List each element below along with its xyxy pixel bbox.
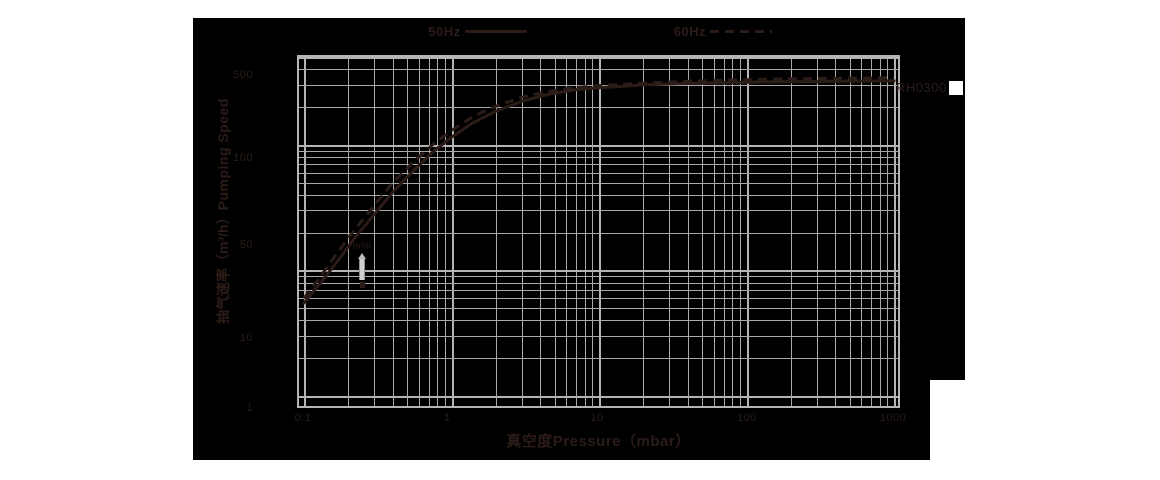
grid-vline <box>428 55 430 408</box>
grid-vline <box>669 55 671 408</box>
grid-hline <box>297 270 900 273</box>
grid-vline <box>576 55 578 408</box>
y-tick-10: 10 <box>239 332 253 344</box>
grid-hline <box>297 289 900 291</box>
grid-hline <box>297 308 900 310</box>
grid-vline <box>304 55 306 408</box>
grid-hline <box>297 182 900 184</box>
grid-vline <box>451 55 454 408</box>
y-axis-title: 抽气速率（m³/h）Pumping Speed <box>213 51 233 371</box>
model-name: RH0300 <box>896 80 947 95</box>
grid-hline <box>297 150 900 152</box>
grid-lines <box>297 55 900 408</box>
y-axis-title-en: Pumping Speed <box>215 98 231 211</box>
pump-performance-chart: 50Hz 60Hz m³/h 500 100 50 10 1 0.1 1 10 … <box>193 18 965 460</box>
curve-60hz <box>302 76 895 300</box>
x-tick-100: 100 <box>737 412 757 424</box>
grid-vline <box>687 55 689 408</box>
y-tick-500: 500 <box>233 69 253 81</box>
grid-vline <box>702 55 704 408</box>
y-tick-100: 100 <box>233 152 253 164</box>
plot-area: m³/h <box>297 55 900 408</box>
x-tick-0.1: 0.1 <box>294 412 312 424</box>
grid-hline <box>297 396 900 398</box>
grid-hline <box>297 336 900 338</box>
legend-item-60hz[interactable]: 60Hz <box>673 24 773 39</box>
grid-vline <box>732 55 734 408</box>
grid-vline <box>835 55 837 408</box>
grid-hline <box>297 172 900 174</box>
grid-vline <box>407 55 409 408</box>
grid-vline <box>861 55 863 408</box>
grid-hline <box>297 156 900 158</box>
grid-hline <box>297 282 900 284</box>
arrow-stem <box>359 259 365 280</box>
unit-arrow-annotation: m³/h <box>345 241 379 288</box>
grid-hline <box>297 358 900 360</box>
grid-vline <box>739 55 741 408</box>
grid-vline <box>790 55 792 408</box>
grid-hline <box>297 144 900 147</box>
grid-hline <box>297 57 900 59</box>
series-model-label: RH0300 <box>896 80 963 95</box>
grid-hline <box>297 298 900 300</box>
grid-hline <box>297 164 900 166</box>
unit-label: m³/h <box>353 241 371 251</box>
y-tick-1: 1 <box>246 402 253 414</box>
grid-vline <box>521 55 523 408</box>
grid-vline <box>495 55 497 408</box>
grid-vline <box>592 55 594 408</box>
grid-vline <box>887 55 889 408</box>
grid-vline <box>444 55 446 408</box>
grid-vline <box>554 55 556 408</box>
legend-swatch-dashed-line <box>710 30 773 33</box>
legend-swatch-solid-line <box>464 30 527 33</box>
grid-vline <box>437 55 439 408</box>
grid-vline <box>713 55 715 408</box>
y-axis-title-cn: 抽气速率（m³/h） <box>215 210 231 324</box>
x-tick-1: 1 <box>443 412 451 424</box>
x-tick-1000: 1000 <box>879 412 907 424</box>
grid-hline <box>297 232 900 234</box>
chart-legend: 50Hz 60Hz <box>297 18 900 48</box>
grid-vline <box>374 55 376 408</box>
grid-hline <box>297 210 900 212</box>
legend-item-50hz[interactable]: 50Hz <box>428 24 527 39</box>
y-axis-title-wrap: 抽气速率（m³/h）Pumping Speed <box>193 55 253 408</box>
grid-vline <box>816 55 818 408</box>
grid-vline <box>723 55 725 408</box>
arrow-base <box>359 282 365 288</box>
grid-vline <box>418 55 420 408</box>
grid-vline <box>348 55 350 408</box>
grid-vline <box>643 55 645 408</box>
grid-hline <box>297 276 900 278</box>
grid-vline <box>599 55 601 408</box>
grid-vline <box>849 55 851 408</box>
y-tick-50: 50 <box>239 239 253 251</box>
curve-layer <box>302 76 896 305</box>
up-arrow-icon <box>358 253 366 259</box>
grid-hline <box>297 69 900 71</box>
grid-vline <box>879 55 881 408</box>
curve-50hz <box>302 79 896 305</box>
grid-hline <box>297 194 900 196</box>
legend-label-50hz: 50Hz <box>428 24 461 39</box>
grid-vline <box>540 55 542 408</box>
model-marker-square <box>948 80 963 95</box>
grid-vline <box>584 55 586 408</box>
grid-vline <box>392 55 394 408</box>
grid-vline <box>746 55 749 408</box>
x-tick-10: 10 <box>590 412 604 424</box>
x-axis-title: 真空度Pressure（mbar） <box>506 433 691 450</box>
grid-hline <box>297 320 900 322</box>
grid-vline <box>566 55 568 408</box>
grid-hline <box>297 106 900 108</box>
grid-vline <box>871 55 873 408</box>
grid-vline <box>894 55 896 408</box>
legend-label-60hz: 60Hz <box>673 24 707 39</box>
